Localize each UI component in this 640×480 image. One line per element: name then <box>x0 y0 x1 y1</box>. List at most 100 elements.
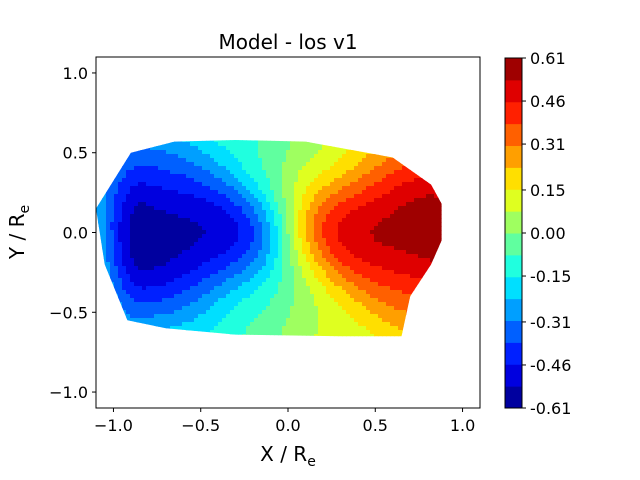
field-cell <box>150 270 155 275</box>
field-cell <box>226 146 231 151</box>
field-cell <box>254 234 259 239</box>
field-cell <box>126 318 131 323</box>
field-cell <box>278 246 283 251</box>
field-cell <box>414 202 419 207</box>
field-cell <box>322 290 327 295</box>
field-cell <box>146 178 151 183</box>
field-cell <box>218 174 223 179</box>
field-cell <box>138 150 143 155</box>
field-cell <box>214 214 219 219</box>
field-cell <box>102 226 107 231</box>
field-cell <box>110 270 115 275</box>
field-cell <box>218 326 223 331</box>
field-cell <box>322 170 327 175</box>
field-cell <box>294 342 299 347</box>
field-cell <box>346 242 351 247</box>
field-cell <box>410 150 415 155</box>
field-cell <box>114 278 119 283</box>
field-cell <box>334 306 339 311</box>
field-cell <box>166 314 171 319</box>
field-cell <box>126 266 131 271</box>
field-cell <box>402 202 407 207</box>
field-cell <box>118 290 123 295</box>
field-cell <box>106 282 111 287</box>
field-cell <box>342 202 347 207</box>
field-cell <box>122 278 127 283</box>
field-cell <box>266 230 271 235</box>
field-cell <box>422 166 427 171</box>
field-cell <box>114 282 119 287</box>
field-cell <box>182 142 187 147</box>
field-cell <box>374 154 379 159</box>
field-cell <box>106 250 111 255</box>
field-cell <box>186 238 191 243</box>
field-cell <box>122 326 127 331</box>
field-cell <box>114 190 119 195</box>
field-cell <box>170 246 175 251</box>
field-cell <box>194 186 199 191</box>
field-cell <box>370 318 375 323</box>
field-cell <box>334 190 339 195</box>
field-cell <box>346 198 351 203</box>
field-cell <box>122 174 127 179</box>
field-cell <box>170 170 175 175</box>
field-cell <box>138 262 143 267</box>
field-cell <box>378 210 383 215</box>
field-cell <box>294 154 299 159</box>
field-cell <box>170 306 175 311</box>
field-cell <box>242 210 247 215</box>
field-cell <box>346 166 351 171</box>
field-cell <box>302 282 307 287</box>
field-cell <box>266 154 271 159</box>
field-cell <box>234 278 239 283</box>
field-cell <box>414 142 419 147</box>
field-cell <box>198 226 203 231</box>
field-cell <box>414 150 419 155</box>
field-cell <box>430 246 435 251</box>
field-cell <box>338 198 343 203</box>
field-cell <box>406 130 411 135</box>
field-cell <box>318 230 323 235</box>
field-cell <box>442 146 447 151</box>
field-cell <box>210 270 215 275</box>
field-cell <box>202 278 207 283</box>
field-cell <box>366 142 371 147</box>
field-cell <box>450 278 455 283</box>
field-cell <box>282 310 287 315</box>
field-cell <box>130 214 135 219</box>
field-cell <box>210 334 215 337</box>
field-cell <box>398 158 403 163</box>
field-cell <box>338 290 343 295</box>
field-cell <box>418 346 423 351</box>
field-cell <box>226 214 231 219</box>
field-cell <box>134 214 139 219</box>
field-cell <box>390 334 395 337</box>
field-cell <box>242 130 247 135</box>
field-cell <box>162 130 167 135</box>
field-cell <box>218 194 223 199</box>
field-cell <box>334 202 339 207</box>
field-cell <box>330 250 335 255</box>
field-cell <box>334 282 339 287</box>
field-cell <box>402 134 407 139</box>
field-cell <box>126 334 131 337</box>
field-cell <box>378 346 383 351</box>
field-cell <box>346 210 351 215</box>
field-cell <box>162 270 167 275</box>
field-cell <box>186 314 191 319</box>
field-cell <box>410 222 415 227</box>
field-cell <box>206 194 211 199</box>
field-cell <box>438 174 442 179</box>
field-cell <box>438 162 442 167</box>
field-cell <box>306 150 311 155</box>
field-cell <box>246 262 251 267</box>
field-cell <box>98 294 103 299</box>
field-cell <box>430 318 435 323</box>
field-cell <box>306 218 311 223</box>
field-cell <box>186 302 191 307</box>
field-cell <box>222 150 227 155</box>
field-cell <box>342 214 347 219</box>
field-cell <box>442 242 447 247</box>
field-cell <box>266 330 271 335</box>
field-cell <box>426 174 431 179</box>
